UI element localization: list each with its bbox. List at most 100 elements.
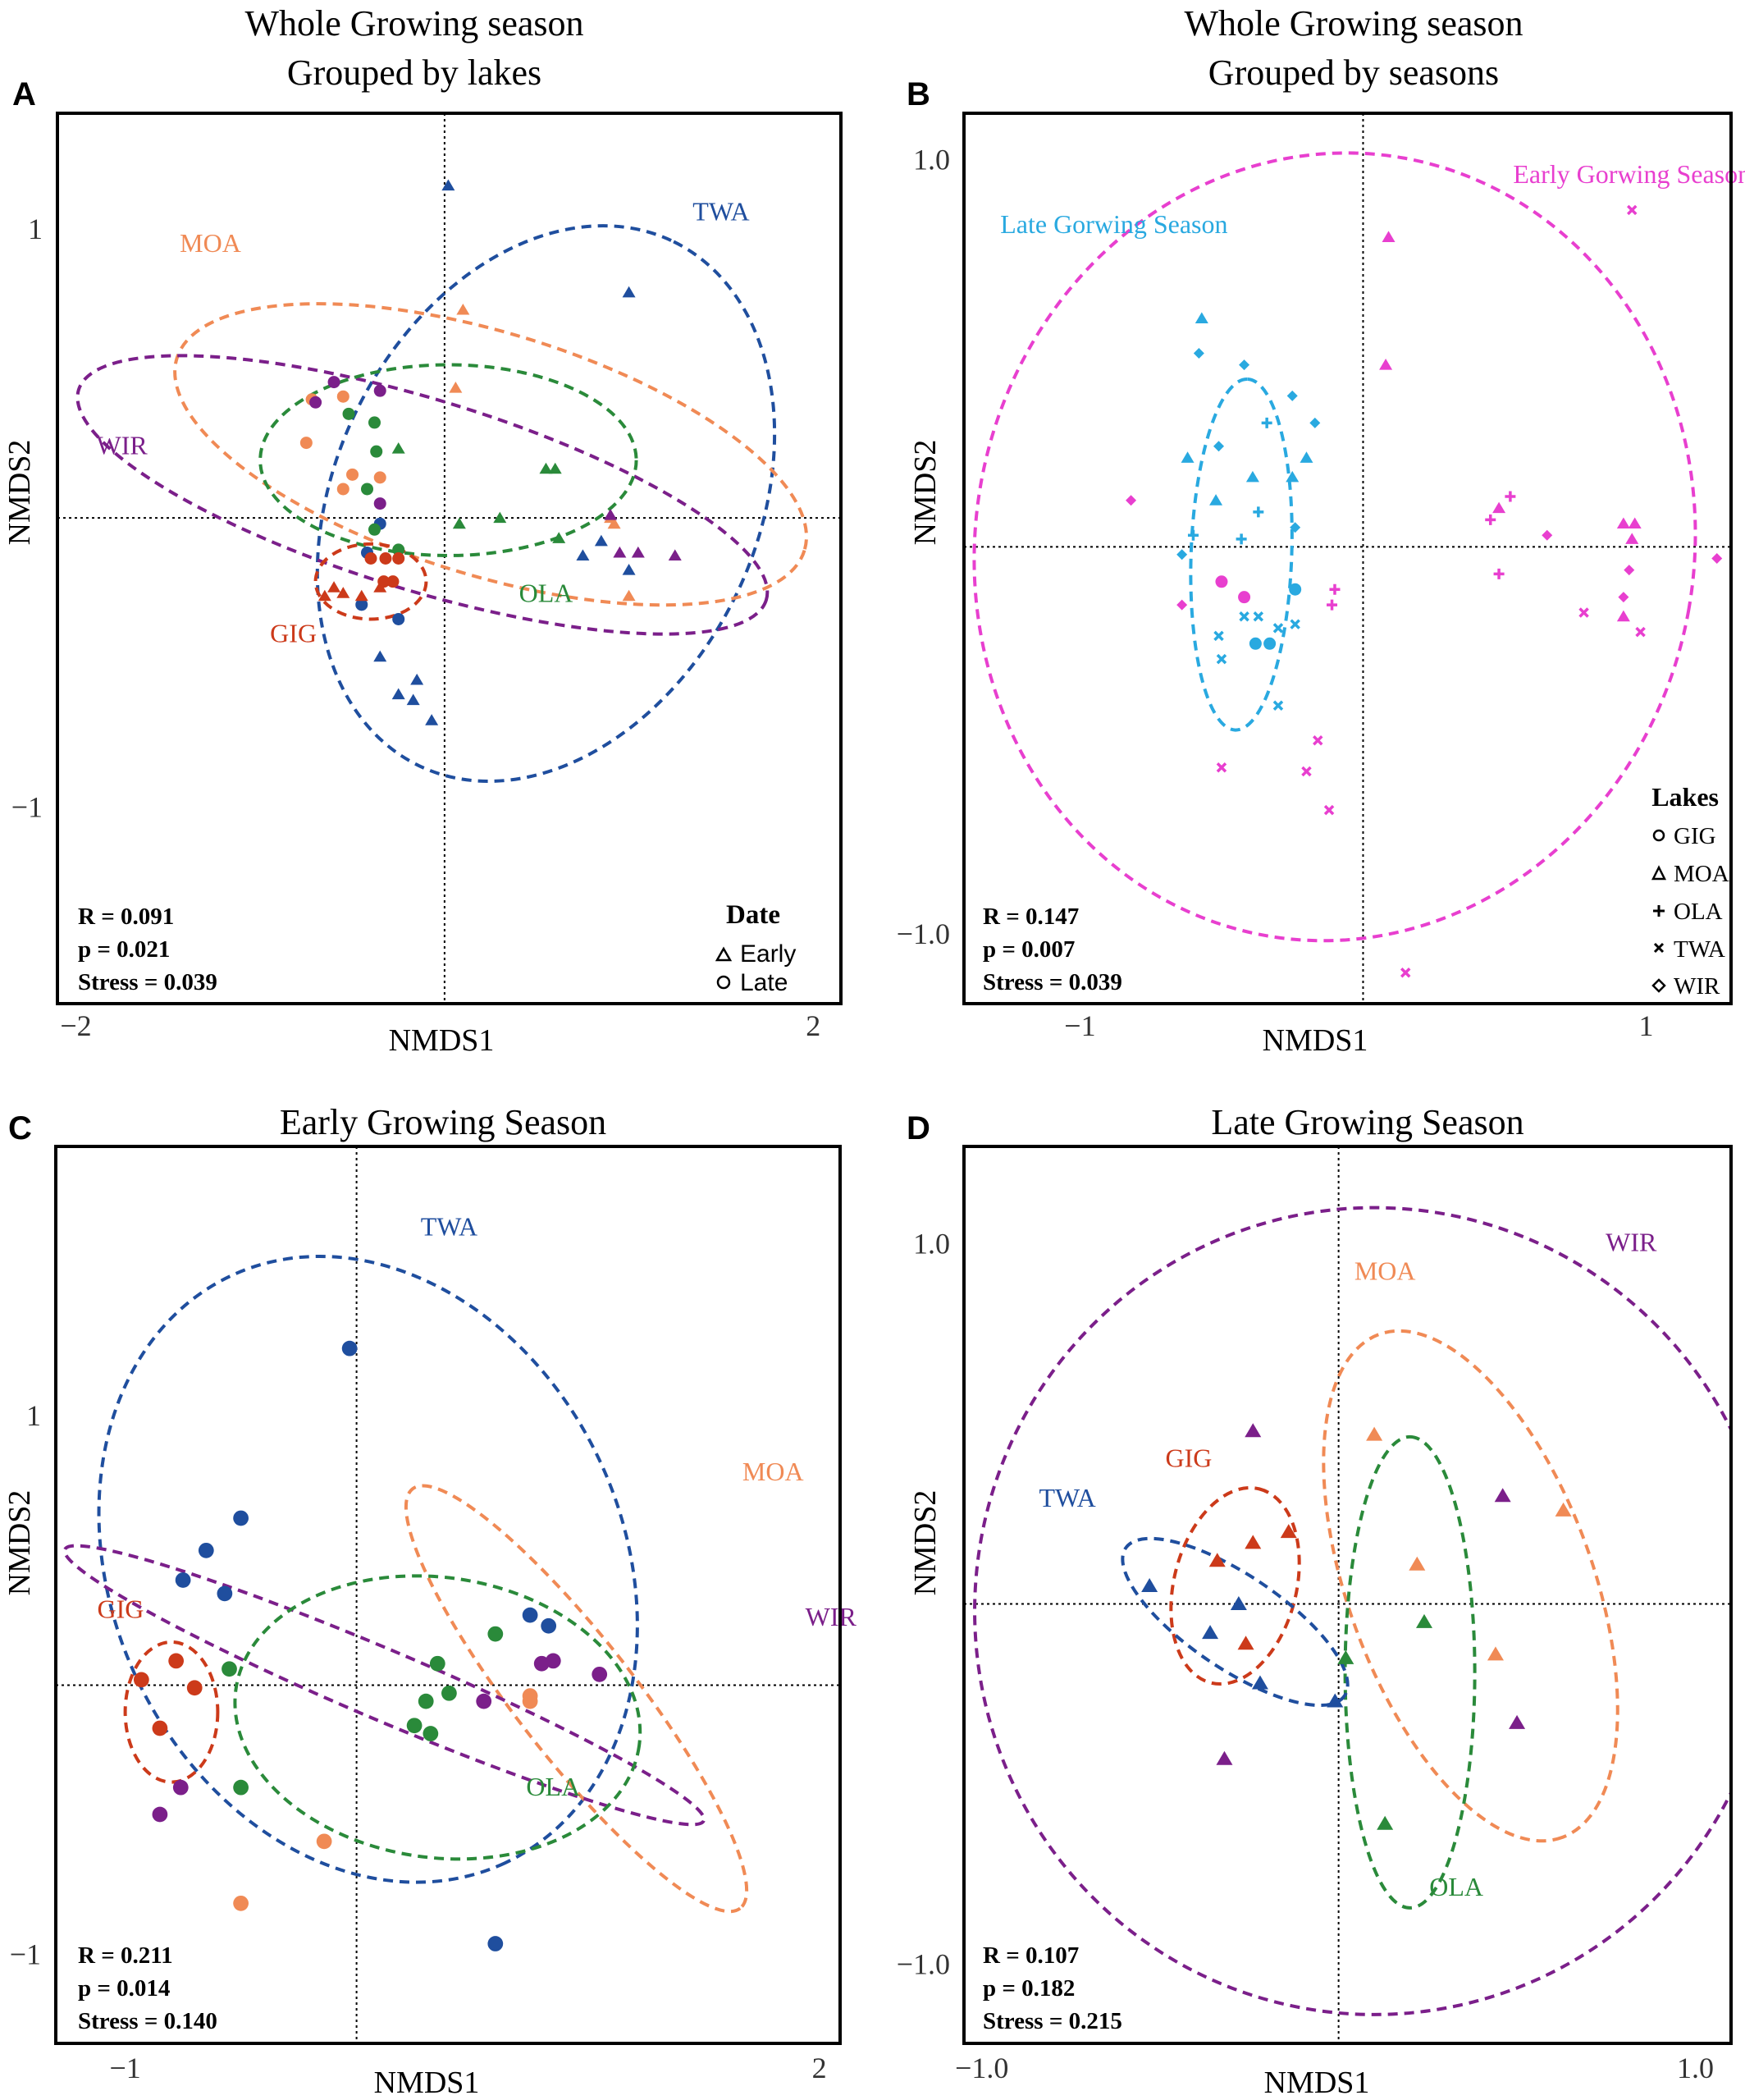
gig-point bbox=[354, 589, 368, 602]
late-gorwing-season-group-label: Late Gorwing Season bbox=[1000, 209, 1227, 239]
x-tick-label: −1 bbox=[1064, 1009, 1095, 1042]
gig-point bbox=[186, 1680, 203, 1696]
late-gorwing-season-point bbox=[1290, 619, 1300, 629]
panel-d: D Late Growing Season WIR MOA OLA GIG TWA −1… bbox=[897, 1102, 1733, 2100]
gig-point bbox=[327, 581, 341, 592]
stat-p: p = 0.014 bbox=[78, 1975, 170, 2002]
twa-ellipse bbox=[97, 1255, 639, 1884]
late-gorwing-season-point bbox=[1209, 494, 1223, 506]
moa-point bbox=[607, 517, 621, 529]
wir-point bbox=[668, 549, 682, 560]
wir-point bbox=[327, 376, 340, 389]
x-tick-label: 2 bbox=[812, 2052, 827, 2084]
early-gorwing-season-point bbox=[1616, 517, 1630, 529]
panel-letter: C bbox=[8, 1110, 32, 1146]
x-tick-label: −2 bbox=[60, 1009, 91, 1042]
early-gorwing-season-point bbox=[1126, 495, 1137, 506]
ola-point bbox=[429, 1655, 445, 1672]
ola-point bbox=[392, 543, 405, 556]
late-gorwing-season-point bbox=[1245, 470, 1259, 483]
early-gorwing-season-point bbox=[1327, 599, 1338, 611]
gig-ellipse bbox=[123, 1640, 220, 1784]
early-gorwing-season-group-label: Early Gorwing Season bbox=[1513, 159, 1745, 189]
gig-point bbox=[1245, 1535, 1262, 1549]
chart-title-line1: Whole Growing season bbox=[1184, 3, 1523, 43]
panel-letter: B bbox=[907, 76, 930, 112]
wir-point bbox=[1509, 1714, 1526, 1729]
moa-group-label: MOA bbox=[180, 228, 241, 258]
chart-title: Late Growing Season bbox=[1211, 1102, 1523, 1142]
gig-group-label: GIG bbox=[1166, 1443, 1213, 1473]
early-gorwing-season-point bbox=[1382, 231, 1396, 242]
panel-letter: A bbox=[12, 76, 36, 112]
twa-point bbox=[373, 650, 387, 662]
ola-point bbox=[487, 1626, 504, 1642]
twa-point bbox=[410, 673, 424, 685]
stats-box: R = 0.211 p = 0.014 Stress = 0.140 bbox=[78, 1942, 217, 2034]
early-gorwing-season-point bbox=[1400, 968, 1411, 978]
y-tick-label: 1.0 bbox=[913, 144, 950, 176]
gig-point bbox=[1280, 1524, 1297, 1539]
wir-point bbox=[476, 1693, 492, 1709]
wir-point bbox=[631, 546, 645, 558]
late-gorwing-season-point bbox=[1239, 611, 1249, 622]
late-gorwing-season-point bbox=[1176, 549, 1188, 560]
gig-point bbox=[152, 1720, 168, 1736]
twa-ellipse bbox=[1121, 1536, 1350, 1708]
early-gorwing-season-point bbox=[1625, 533, 1639, 544]
late-gorwing-season-point bbox=[1213, 630, 1224, 642]
ola-point bbox=[233, 1779, 249, 1796]
moa-point bbox=[1366, 1426, 1383, 1441]
ola-point bbox=[493, 511, 507, 524]
x-tick-label: 1 bbox=[1638, 1009, 1653, 1042]
moa-ellipse bbox=[1322, 1329, 1619, 1843]
wir-point bbox=[1245, 1423, 1262, 1438]
late-gorwing-season-point bbox=[1193, 347, 1204, 359]
x-axis-label: NMDS1 bbox=[389, 1023, 495, 1058]
y-axis-label: NMDS2 bbox=[2, 440, 37, 546]
twa-group-label: TWA bbox=[692, 196, 749, 226]
late-gorwing-season-point bbox=[1309, 417, 1321, 428]
gig-point bbox=[392, 552, 405, 565]
wir-ellipse bbox=[75, 354, 770, 636]
late-gorwing-season-point bbox=[1216, 653, 1227, 665]
wir-point bbox=[592, 1666, 608, 1682]
triangle-icon bbox=[715, 946, 733, 962]
legend-entry-early: Early bbox=[740, 940, 796, 968]
moa-point bbox=[346, 468, 359, 481]
early-gorwing-season-point bbox=[1578, 607, 1589, 618]
chart-title: Early Growing Season bbox=[280, 1102, 606, 1142]
wir-point bbox=[545, 1653, 561, 1669]
twa-point bbox=[522, 1607, 538, 1623]
wir-point bbox=[309, 396, 322, 409]
late-gorwing-season-point bbox=[1263, 637, 1277, 650]
stat-p: p = 0.021 bbox=[78, 936, 170, 963]
wir-ellipse bbox=[973, 1206, 1731, 2016]
twa-point bbox=[1141, 1578, 1158, 1593]
stat-r: R = 0.107 bbox=[983, 1942, 1079, 1969]
ola-point bbox=[548, 462, 562, 474]
twa-ellipse bbox=[315, 224, 777, 783]
twa-point bbox=[541, 1617, 557, 1634]
late-gorwing-season-point bbox=[1272, 623, 1284, 634]
early-gorwing-season-point bbox=[1505, 491, 1516, 502]
early-gorwing-season-point bbox=[1493, 568, 1505, 579]
y-tick-label: 1 bbox=[28, 213, 43, 245]
twa-point bbox=[391, 688, 405, 700]
late-gorwing-season-point bbox=[1195, 312, 1208, 324]
chart-title-line2: Grouped by seasons bbox=[1208, 53, 1499, 93]
gig-point bbox=[386, 575, 400, 588]
early-gorwing-season-point bbox=[1542, 529, 1553, 541]
twa-point bbox=[425, 714, 439, 725]
gig-ellipse bbox=[1169, 1486, 1301, 1686]
legend-entry-wir: WIR bbox=[1674, 973, 1720, 1000]
panel-c: C Early Growing Season TWA MOA WIR OLA GIG −… bbox=[2, 1102, 857, 2100]
wir-point bbox=[373, 497, 386, 510]
moa-point bbox=[336, 390, 349, 403]
twa-point bbox=[594, 534, 608, 547]
ola-point bbox=[423, 1726, 439, 1741]
stat-r: R = 0.147 bbox=[983, 904, 1079, 930]
early-gorwing-season-ellipse bbox=[972, 151, 1697, 943]
ola-ellipse bbox=[1343, 1434, 1477, 1910]
